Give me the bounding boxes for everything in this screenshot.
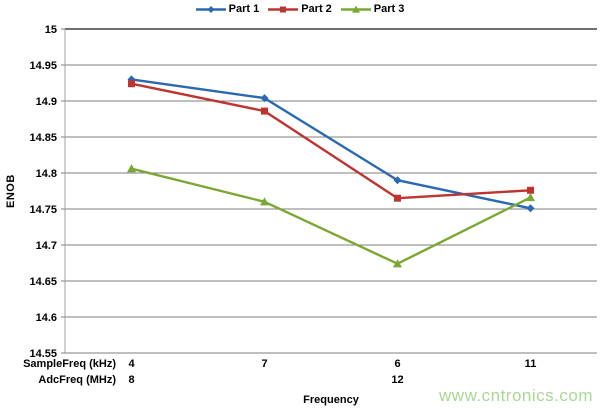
y-tick-label: 15 xyxy=(45,24,57,36)
x-axis-row-samplefreq-khz-: SampleFreq (kHz) 4 7 6 11 xyxy=(0,357,600,371)
x-tick-label: 12 xyxy=(391,374,404,386)
x-tick-label: 8 xyxy=(128,374,135,386)
y-tick-label: 14.9 xyxy=(36,96,57,108)
y-tick-label: 14.95 xyxy=(29,60,57,72)
data-point-part-2-4 xyxy=(527,186,534,194)
x-tick-label: 4 xyxy=(128,358,135,370)
data-point-part-3-3 xyxy=(393,259,402,268)
y-tick-label: 14.85 xyxy=(29,132,57,144)
diamond-marker-icon xyxy=(195,5,226,13)
data-point-part-2-3 xyxy=(394,194,401,202)
data-point-part-1-2 xyxy=(260,94,269,103)
data-point-part-2-1 xyxy=(128,80,135,88)
x-tick-label: 11 xyxy=(524,358,537,370)
y-tick-label: 14.8 xyxy=(36,168,57,180)
y-tick-label: 14.55 xyxy=(29,348,57,360)
square-marker-icon-shape xyxy=(280,6,287,12)
y-tick-label: 14.75 xyxy=(29,204,57,216)
y-tick-label: 14.6 xyxy=(36,312,57,324)
chart-legend: Part 1 Part 2 Part 3 xyxy=(0,1,600,17)
x-axis-row-label: SampleFreq (kHz) xyxy=(23,358,116,370)
x-tick-label: 6 xyxy=(394,358,401,370)
y-tick-label: 14.7 xyxy=(36,240,57,252)
legend-item-part-1: Part 1 xyxy=(195,3,260,15)
series-line-part-1 xyxy=(131,78,531,210)
data-point-part-1-3 xyxy=(393,176,402,185)
triangle-marker-icon-shape xyxy=(351,5,360,13)
data-point-part-3-1 xyxy=(127,164,136,173)
data-point-part-1-4 xyxy=(526,204,535,213)
legend-item-part-2: Part 2 xyxy=(268,3,332,15)
x-axis-title: Frequency xyxy=(303,394,359,406)
diamond-marker-icon-shape xyxy=(207,5,215,13)
x-axis-row-label: AdcFreq (MHz) xyxy=(38,374,116,386)
legend-item-part-3: Part 3 xyxy=(340,3,405,15)
data-point-part-2-2 xyxy=(261,107,268,115)
legend-label: Part 3 xyxy=(373,3,405,15)
legend-label: Part 1 xyxy=(228,3,260,15)
watermark: www.cntronics.com xyxy=(439,386,593,405)
triangle-marker-icon xyxy=(340,5,371,13)
data-point-part-3-4 xyxy=(526,192,535,202)
series-line-part-2 xyxy=(131,82,531,200)
legend-label: Part 2 xyxy=(301,3,332,15)
square-marker-icon xyxy=(268,6,299,12)
x-tick-label: 7 xyxy=(261,358,268,370)
data-point-part-3-2 xyxy=(260,197,269,206)
series-line-part-3 xyxy=(131,167,532,265)
y-tick-label: 14.65 xyxy=(29,276,57,288)
x-axis-row-adcfreq-mhz-: AdcFreq (MHz) 8 12 xyxy=(0,373,600,387)
